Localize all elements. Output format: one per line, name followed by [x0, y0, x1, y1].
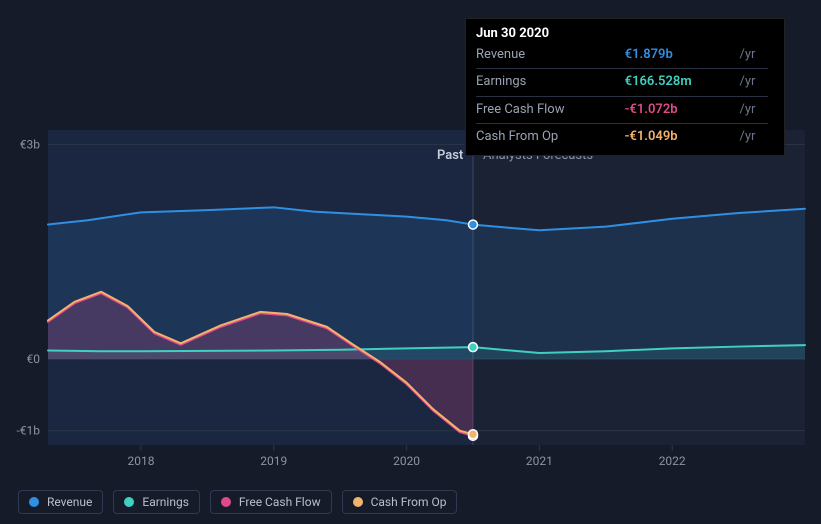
svg-text:€3b: €3b — [20, 137, 40, 151]
tooltip-row: Revenue€1.879b/yr — [476, 45, 774, 65]
legend-label: Cash From Op — [371, 495, 447, 509]
svg-text:2021: 2021 — [526, 454, 553, 468]
tooltip-row: Cash From Op-€1.049b/yr — [476, 127, 774, 147]
legend-item-free-cash-flow[interactable]: Free Cash Flow — [210, 490, 332, 514]
legend-item-cash-from-op[interactable]: Cash From Op — [342, 490, 458, 514]
legend-item-earnings[interactable]: Earnings — [113, 490, 200, 514]
legend-swatch — [353, 497, 363, 507]
svg-text:2019: 2019 — [260, 454, 287, 468]
legend-item-revenue[interactable]: Revenue — [18, 490, 103, 514]
tooltip-rows: Revenue€1.879b/yr Earnings€166.528m/yr Fre… — [476, 45, 774, 147]
svg-text:€0: €0 — [27, 352, 41, 366]
legend-swatch — [124, 497, 134, 507]
financial-chart: €3b€0-€1b20182019202020212022 Past Analy… — [0, 0, 821, 524]
tooltip-row: Free Cash Flow-€1.072b/yr — [476, 100, 774, 120]
legend-swatch — [29, 497, 39, 507]
svg-text:-€1b: -€1b — [16, 424, 40, 438]
legend-swatch — [221, 497, 231, 507]
svg-text:2022: 2022 — [659, 454, 686, 468]
chart-legend: Revenue Earnings Free Cash Flow Cash From O… — [18, 490, 457, 514]
chart-tooltip: Jun 30 2020 Revenue€1.879b/yr Earnings€16… — [465, 18, 785, 156]
legend-label: Free Cash Flow — [239, 495, 321, 509]
svg-text:2020: 2020 — [393, 454, 420, 468]
legend-label: Earnings — [142, 495, 189, 509]
legend-label: Revenue — [47, 495, 92, 509]
past-label: Past — [437, 148, 463, 163]
svg-text:2018: 2018 — [127, 454, 154, 468]
tooltip-row: Earnings€166.528m/yr — [476, 72, 774, 92]
tooltip-date: Jun 30 2020 — [476, 25, 774, 43]
